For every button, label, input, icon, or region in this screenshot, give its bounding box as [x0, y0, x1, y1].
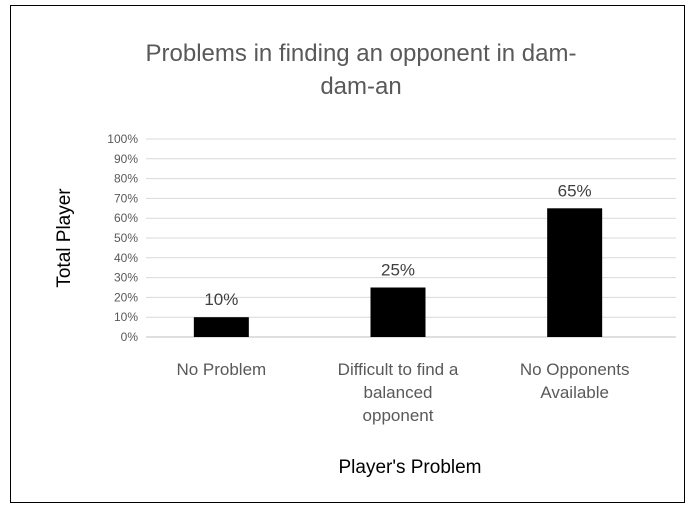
data-label: 10%	[204, 290, 238, 309]
category-label: opponent	[363, 406, 434, 425]
chart-frame: Problems in finding an opponent in dam-d…	[10, 5, 685, 503]
chart-title-line: dam-an	[320, 73, 401, 100]
y-tick-label: 40%	[114, 251, 138, 265]
y-tick-label: 70%	[114, 191, 138, 205]
y-axis-ticks: 0% 10% 20% 30% 40% 50% 60% 70% 80% 90% 100%	[107, 132, 138, 344]
y-tick-label: 60%	[114, 211, 138, 225]
y-tick-label: 50%	[114, 231, 138, 245]
chart-title-line: Problems in finding an opponent in dam-	[146, 40, 577, 67]
bar	[547, 208, 603, 337]
x-axis-categories: No Problem Difficult to find a balanced opp…	[176, 360, 629, 425]
bar	[370, 287, 426, 337]
category-label: Available	[540, 383, 609, 402]
y-tick-label: 30%	[114, 271, 138, 285]
bar	[193, 317, 249, 337]
y-tick-label: 100%	[107, 132, 138, 146]
y-axis-title: Total Player	[54, 188, 75, 288]
y-tick-label: 10%	[114, 310, 138, 324]
category-label: No Opponents	[520, 360, 630, 379]
y-tick-label: 80%	[114, 172, 138, 186]
category-label: balanced	[363, 383, 432, 402]
bar-chart: Problems in finding an opponent in dam-d…	[54, 40, 676, 478]
y-tick-label: 90%	[114, 152, 138, 166]
y-tick-label: 20%	[114, 290, 138, 304]
y-tick-label: 0%	[121, 330, 139, 344]
data-labels: 10% 25% 65%	[204, 181, 591, 309]
data-label: 65%	[558, 181, 592, 200]
chart-title: Problems in finding an opponent in dam-d…	[146, 40, 577, 100]
data-label: 25%	[381, 261, 415, 280]
category-label: No Problem	[176, 360, 266, 379]
category-label: Difficult to find a	[338, 360, 459, 379]
bars	[193, 208, 603, 337]
x-axis-title: Player's Problem	[338, 457, 481, 478]
